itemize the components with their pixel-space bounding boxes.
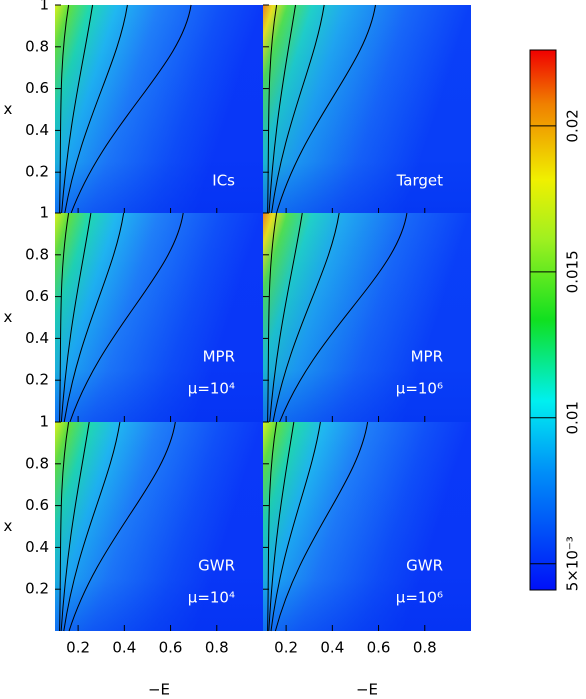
x-tick-label: 0.8 (413, 639, 437, 657)
heatmap-shade (263, 213, 471, 422)
contour-line (270, 421, 321, 632)
colorbar-tick-label: 0.01 (564, 401, 582, 434)
panel-label: ICs (212, 172, 235, 190)
y-tick-label: 0.4 (25, 329, 49, 347)
heatmap-shade (263, 5, 471, 214)
x-tick-label: 0.8 (205, 639, 229, 657)
x-tick-label: 0.6 (159, 639, 183, 657)
x-axis-label: −E (356, 681, 378, 699)
contour-line (267, 4, 278, 215)
panel-param: μ=10⁴ (188, 380, 235, 398)
y-tick-label: 0.6 (25, 496, 49, 514)
colorbar-tick-label: 0.02 (564, 109, 582, 142)
panel-label: MPR (411, 348, 443, 366)
contour-line (272, 212, 340, 423)
x-tick-label: 0.4 (112, 639, 136, 657)
contour-line (63, 212, 125, 423)
colorbar-tick-label: 5×10⁻³ (564, 536, 582, 591)
contour-line (59, 421, 70, 632)
panel-label: GWR (198, 557, 235, 575)
contour-line (267, 212, 278, 423)
panel-param: μ=10⁴ (188, 589, 235, 607)
y-tick-label: 0.8 (25, 454, 49, 472)
contour-line (59, 4, 70, 215)
colorbar (529, 49, 557, 591)
y-tick-label: 0.2 (25, 371, 49, 389)
y-tick-label: 0.2 (25, 580, 49, 598)
y-axis-label: x (4, 517, 13, 535)
contour-line (59, 212, 70, 423)
y-tick-label: 0.4 (25, 121, 49, 139)
heatmap-shade (55, 213, 263, 422)
y-tick-label: 0.8 (25, 245, 49, 263)
y-tick-label: 0.8 (25, 37, 49, 55)
x-tick-label: 0.4 (320, 639, 344, 657)
contour-line (68, 421, 176, 632)
x-tick-label: 0.6 (367, 639, 391, 657)
y-tick-label: 0.6 (25, 287, 49, 305)
panel-label: GWR (406, 557, 443, 575)
contour-line (269, 212, 303, 423)
colorbar-tick-label: 0.015 (564, 250, 582, 293)
contour-line (70, 4, 192, 215)
x-tick-label: 0.2 (66, 639, 90, 657)
y-tick-label: 1 (39, 0, 49, 14)
panel-param: μ=10⁶ (396, 380, 443, 398)
contour-line (270, 4, 325, 215)
contour-line (61, 4, 94, 215)
heatmap-shade (55, 5, 263, 214)
contour-line (268, 4, 297, 215)
x-tick-label: 0.2 (274, 639, 298, 657)
panel-param: μ=10⁶ (396, 589, 443, 607)
contour-line (69, 212, 184, 423)
y-tick-label: 0.4 (25, 538, 49, 556)
x-axis-label: −E (148, 681, 170, 699)
contour-line (63, 421, 121, 632)
y-tick-label: 1 (39, 204, 49, 222)
contour-line (60, 421, 90, 632)
panel-label: Target (396, 172, 444, 190)
contour-line (279, 212, 408, 423)
y-tick-label: 0.2 (25, 163, 49, 181)
contour-line (60, 212, 92, 423)
contour-line (64, 4, 128, 215)
panel-label: MPR (203, 348, 235, 366)
y-tick-label: 0.6 (25, 79, 49, 97)
y-axis-label: x (4, 308, 13, 326)
contour-line (267, 421, 278, 632)
contour-line (268, 421, 295, 632)
y-axis-label: x (4, 100, 13, 118)
contour-line (274, 421, 369, 632)
contour-line (275, 4, 376, 215)
heatmap-shade (263, 422, 471, 631)
y-tick-label: 1 (39, 413, 49, 431)
